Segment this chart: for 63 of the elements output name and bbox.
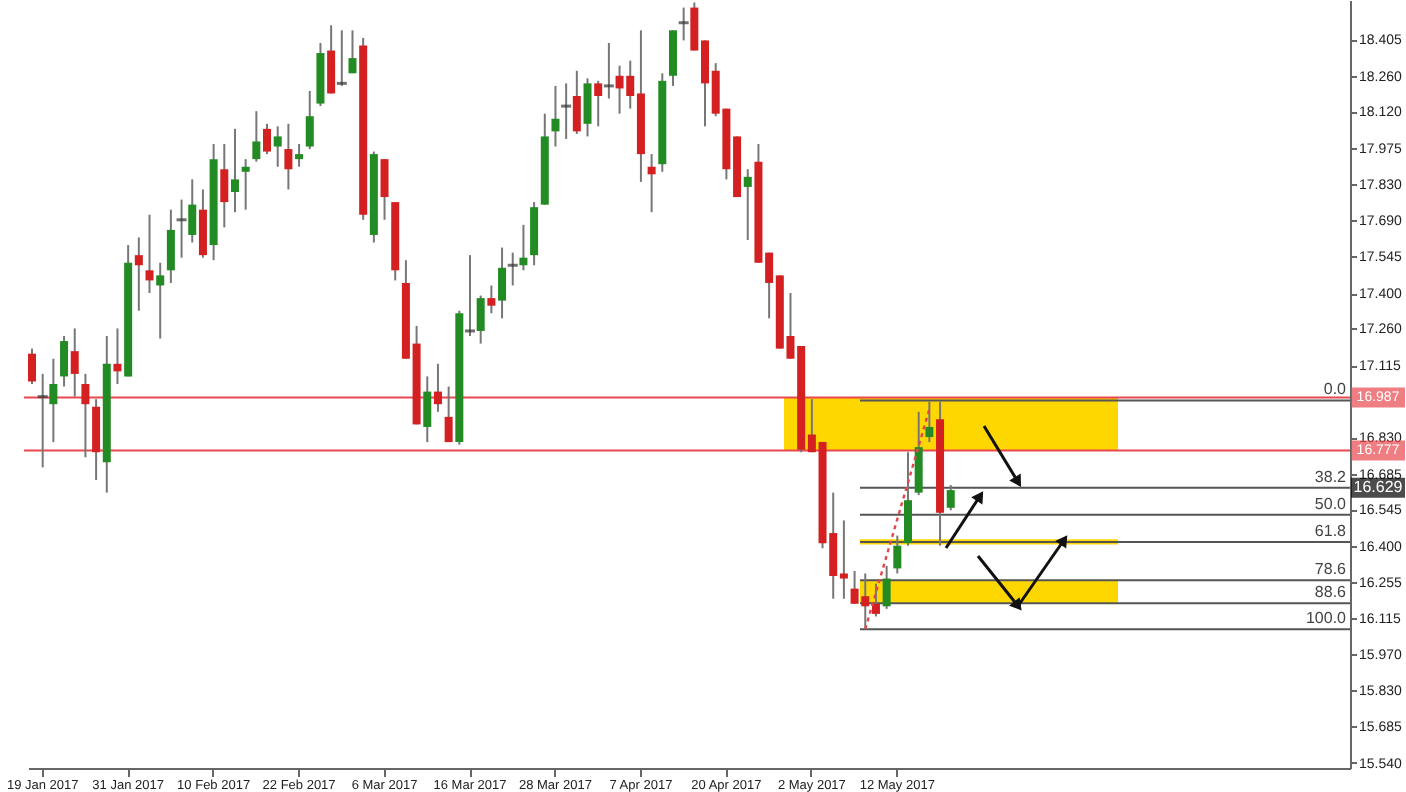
candlestick	[519, 223, 528, 272]
candlestick	[551, 84, 560, 148]
candlestick	[465, 254, 475, 337]
annotation: 50.0	[1314, 494, 1348, 513]
candlestick	[423, 375, 432, 444]
candlestick	[603, 41, 614, 100]
annotation: 88.6	[1314, 583, 1348, 602]
candlestick	[530, 201, 539, 267]
annotation: 38.2	[1314, 467, 1348, 486]
candlestick	[647, 153, 656, 214]
candlestick	[476, 294, 485, 345]
candlestick	[561, 82, 572, 140]
candlestick	[668, 29, 677, 87]
candlestick	[70, 327, 79, 398]
candlestick	[81, 372, 90, 459]
candlestick	[49, 357, 58, 444]
candlestick	[241, 158, 250, 211]
annotation: 61.8	[1314, 521, 1348, 540]
candlestick	[305, 89, 314, 151]
candlestick	[946, 484, 955, 512]
candlestick	[914, 410, 923, 497]
candlestick	[230, 127, 239, 214]
candlestick	[380, 158, 389, 221]
candlestick	[594, 79, 603, 128]
text: 16.629	[1353, 477, 1404, 496]
candlestick	[263, 122, 272, 156]
candlestick	[925, 400, 934, 444]
candlestick	[678, 6, 689, 42]
candlestick	[284, 122, 293, 191]
candlestick	[295, 143, 304, 168]
candlestick	[37, 372, 48, 469]
candlestick	[444, 385, 453, 444]
candlestick	[882, 564, 891, 610]
candlestick	[433, 362, 442, 413]
candlestick	[487, 284, 496, 315]
candlestick	[336, 29, 347, 87]
candlestick	[28, 347, 37, 385]
candlestick	[903, 451, 912, 547]
candlestick	[327, 24, 336, 95]
candlestick	[166, 208, 175, 284]
candlestick	[871, 582, 880, 618]
candlestick	[273, 125, 282, 168]
candlestick	[498, 246, 507, 320]
candlestick	[60, 335, 69, 388]
candlestick	[220, 143, 229, 229]
candlestick	[113, 327, 122, 385]
candlestick	[572, 69, 581, 135]
candlestick	[134, 236, 143, 312]
annotation: 100.0	[1305, 609, 1348, 628]
candlestick	[188, 178, 197, 244]
candlestick	[198, 188, 207, 259]
candlestick	[176, 198, 187, 259]
candlestick	[156, 261, 165, 340]
candlestick	[145, 213, 154, 295]
annotation: 78.6	[1314, 560, 1348, 579]
candlestick	[252, 110, 261, 163]
candlestick	[743, 168, 752, 241]
candlestick	[583, 77, 592, 138]
annotation: 0.0	[1323, 380, 1348, 399]
candlestick	[893, 534, 902, 575]
candlestick	[348, 29, 357, 75]
candlestick	[92, 398, 101, 481]
candlestick	[507, 251, 518, 287]
